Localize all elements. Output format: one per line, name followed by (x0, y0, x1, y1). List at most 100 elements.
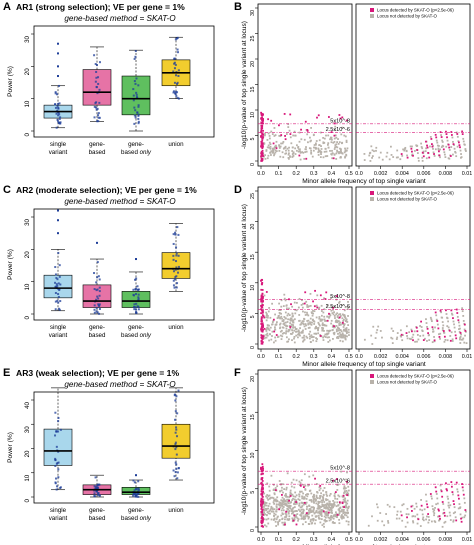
jitter-point (94, 476, 97, 479)
gray-point (288, 506, 291, 508)
gray-point (429, 136, 432, 138)
gray-point (296, 513, 299, 515)
gray-point (288, 518, 291, 520)
pink-point (426, 506, 429, 509)
gray-point (459, 149, 462, 152)
pink-point (339, 117, 342, 120)
pink-point (332, 479, 334, 482)
gray-point (268, 510, 271, 513)
pink-point (293, 514, 296, 517)
gray-point (301, 331, 304, 334)
gray-point (305, 150, 308, 153)
gray-point (265, 336, 268, 339)
y-axis-label: -log10(p-value of top single variant at … (241, 21, 248, 149)
gray-point (343, 513, 346, 516)
gray-point (433, 512, 436, 515)
gray-point (338, 518, 340, 521)
gray-point (270, 507, 273, 510)
pink-point (261, 501, 264, 504)
gray-point (342, 508, 345, 511)
gray-point (347, 489, 350, 492)
jitter-point (136, 285, 139, 288)
gray-point (302, 310, 304, 313)
gray-point (268, 307, 271, 309)
gray-point (282, 320, 285, 323)
jitter-point (57, 251, 60, 254)
gray-point (298, 297, 301, 300)
gray-point (280, 499, 283, 502)
gray-point (286, 340, 289, 343)
gray-point (346, 509, 349, 512)
gray-point (344, 335, 347, 338)
gray-point (410, 328, 413, 331)
gray-point (401, 154, 404, 157)
jitter-point (95, 70, 98, 73)
gray-point (341, 515, 344, 518)
gray-point (330, 138, 333, 141)
pink-point (438, 509, 440, 512)
gray-point (305, 501, 308, 504)
gray-point (323, 511, 326, 514)
pink-point (261, 329, 263, 332)
gray-point (463, 516, 466, 519)
gray-point (293, 337, 295, 340)
jitter-point (172, 91, 175, 94)
gray-point (347, 328, 350, 331)
gray-point (285, 133, 288, 135)
gray-point (297, 145, 300, 148)
gray-point (344, 337, 347, 340)
gray-point (299, 491, 302, 493)
jitter-point (96, 276, 99, 279)
gray-point (452, 520, 455, 523)
gray-point (263, 524, 266, 527)
y-axis-label: Power (%) (7, 432, 14, 463)
pink-point (261, 508, 264, 511)
jitter-point (95, 289, 98, 292)
scatter-frame-right (355, 186, 471, 350)
gray-point (264, 132, 266, 135)
gray-point (278, 149, 281, 152)
pink-point (440, 490, 443, 493)
gray-point (281, 142, 284, 145)
gray-point (374, 337, 377, 339)
gray-point (335, 143, 338, 146)
jitter-point (175, 246, 178, 249)
jitter-point (54, 106, 57, 109)
jitter-point (137, 305, 140, 308)
gray-point (345, 511, 347, 514)
gray-point (463, 501, 466, 504)
pink-point (280, 134, 283, 136)
gray-point (347, 523, 350, 526)
gray-point (330, 297, 332, 300)
gray-point (300, 515, 303, 517)
jitter-point (174, 92, 177, 95)
jitter-point (134, 278, 137, 281)
pink-point (261, 297, 264, 300)
gray-point (287, 123, 290, 126)
gray-point (459, 506, 462, 509)
gray-point (324, 155, 327, 158)
gray-point (346, 512, 349, 515)
gray-point (402, 148, 405, 151)
gray-point (331, 312, 334, 314)
gray-point (300, 304, 303, 306)
gray-point (327, 134, 330, 137)
gray-point (281, 486, 283, 489)
gray-point (311, 518, 314, 521)
gray-point (390, 336, 393, 339)
gray-point (325, 333, 328, 336)
gray-point (311, 155, 314, 158)
gray-point (267, 310, 270, 313)
jitter-point (137, 296, 140, 299)
gray-point (281, 317, 283, 320)
jitter-point (57, 468, 60, 471)
pink-point (324, 298, 327, 300)
gray-point (456, 135, 459, 138)
gray-point (299, 151, 302, 154)
gray-point (330, 136, 333, 139)
pink-point (260, 318, 263, 321)
gray-point (285, 332, 287, 335)
gray-point (403, 149, 406, 152)
gray-point (302, 515, 305, 518)
gray-point (345, 478, 347, 481)
